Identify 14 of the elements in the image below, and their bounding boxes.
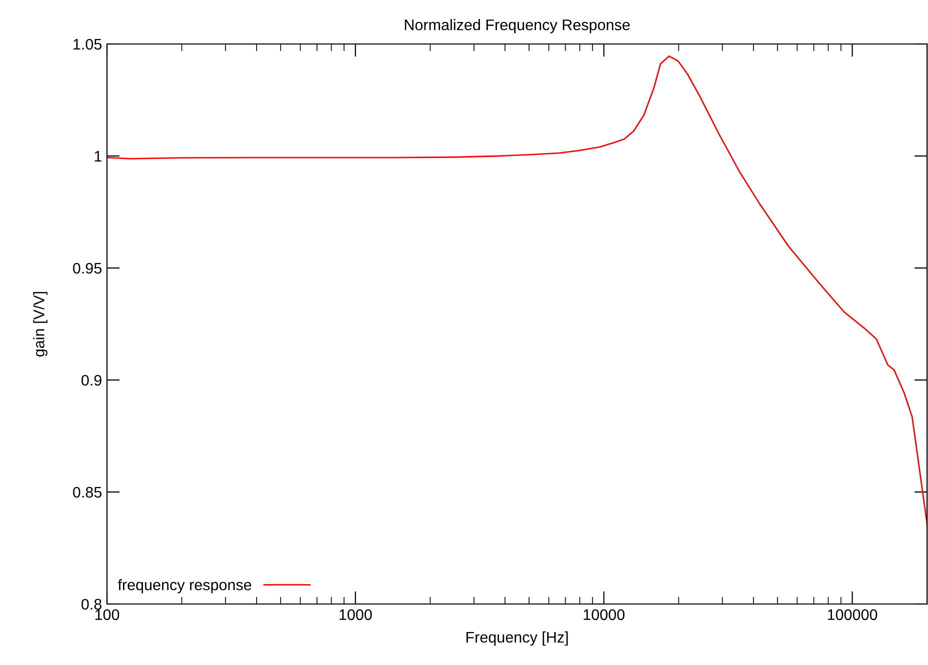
- y-tick-label: 0.9: [82, 374, 102, 386]
- y-tick-label: 1.05: [74, 38, 102, 50]
- chart-title: Normalized Frequency Response: [404, 19, 630, 34]
- y-tick-label: 0.8: [82, 598, 102, 610]
- legend-label: frequency response: [118, 579, 252, 594]
- y-tick-label: 1: [94, 151, 102, 162]
- x-tick-label: 10000: [584, 609, 625, 620]
- y-axis-title: gain [V/V]: [33, 292, 48, 356]
- x-tick-label: 1000: [340, 609, 372, 620]
- x-axis-title: Frequency [Hz]: [466, 631, 568, 646]
- y-tick-label: 0.95: [73, 262, 102, 274]
- x-tick-label: 100: [95, 609, 120, 620]
- x-tick-label: 100000: [828, 609, 878, 620]
- y-tick-label: 0.85: [73, 486, 102, 498]
